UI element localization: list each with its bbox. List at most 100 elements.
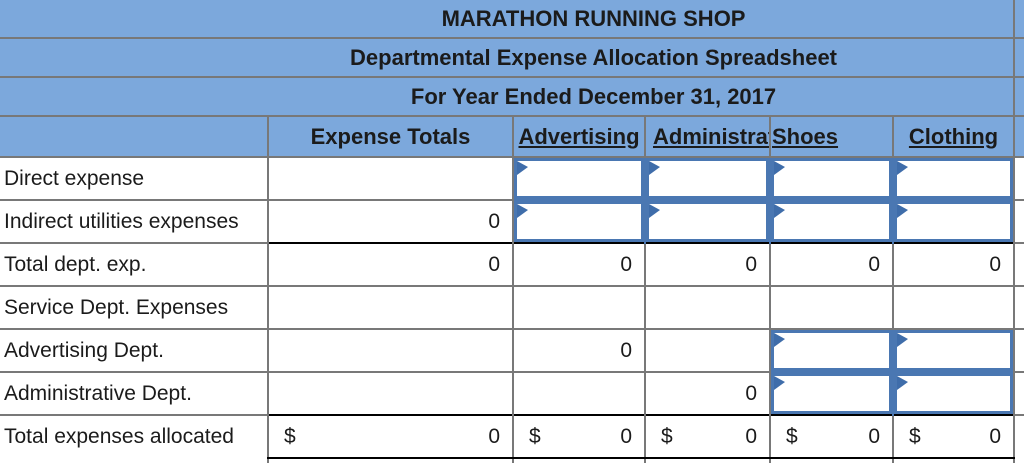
indirect-utilities-clothing-input[interactable] [891,199,1015,243]
indirect-utilities-advertising-input[interactable] [512,199,645,243]
row-direct-expense: Direct expense [0,156,1024,200]
row-label: Total dept. exp. [0,242,268,286]
column-header-expense-totals: Expense Totals [267,115,513,157]
direct-expense-administrative-input[interactable] [644,156,770,200]
direct-expense-clothing-input[interactable] [891,156,1015,200]
direct-expense-advertising-input[interactable] [512,156,645,200]
input-flag-icon [774,376,785,390]
stub-cell [769,458,893,463]
company-title: MARATHON RUNNING SHOP [0,0,1015,38]
stub-cell [512,458,645,463]
direct-expense-totals-cell [267,156,513,200]
indirect-utilities-shoes-input[interactable] [769,199,893,243]
total-allocated-advertising-value: $0 [512,414,645,459]
input-flag-icon [897,204,908,218]
input-flag-icon [517,204,528,218]
input-flag-icon [774,161,785,175]
advertising-dept-administrative-cell [644,328,770,372]
gridline-stub-row [0,458,1024,463]
column-header-shoes: Shoes [769,115,893,157]
title-row-report: Departmental Expense Allocation Spreadsh… [0,37,1024,77]
stub-cell [891,458,1015,463]
overflow-column-header [1013,115,1024,157]
title-overflow-cell [1013,37,1024,77]
administrative-dept-advertising-cell [512,371,645,415]
direct-expense-shoes-input[interactable] [769,156,893,200]
title-overflow-cell [1013,76,1024,116]
indirect-utilities-totals-value: 0 [267,199,513,243]
row-total-expenses-allocated: Total expenses allocated $0 $0 $0 $0 $0 [0,414,1024,459]
administrative-dept-clothing-input[interactable] [891,371,1015,415]
stub-cell [267,458,513,463]
overflow-cell [1013,285,1024,329]
total-dept-exp-administrative-value: 0 [644,242,770,286]
overflow-cell [1013,414,1024,458]
overflow-cell [1013,199,1024,243]
input-flag-icon [897,333,908,347]
row-label: Administrative Dept. [0,371,268,415]
currency-symbol: $ [909,424,921,448]
total-allocated-totals-value: $0 [267,414,513,459]
stub-cell [0,458,268,463]
input-flag-icon [517,161,528,175]
stub-cell [1013,458,1024,463]
row-label: Direct expense [0,156,268,200]
input-flag-icon [897,376,908,390]
stub-cell [644,458,770,463]
amount: 0 [868,424,880,448]
total-dept-exp-clothing-value: 0 [891,242,1015,286]
overflow-cell [1013,328,1024,372]
total-dept-exp-totals-value: 0 [267,242,513,286]
row-label-column-header [0,115,268,157]
service-dept-shoes-cell [769,285,893,329]
overflow-cell [1013,371,1024,415]
row-label: Total expenses allocated [0,414,268,458]
currency-symbol: $ [786,424,798,448]
service-dept-advertising-cell [512,285,645,329]
total-allocated-administrative-value: $0 [644,414,770,459]
row-advertising-dept: Advertising Dept. 0 [0,328,1024,372]
service-dept-clothing-cell [891,285,1015,329]
advertising-dept-advertising-value: 0 [512,328,645,372]
column-header-clothing: Clothing [891,115,1015,157]
currency-symbol: $ [284,424,296,448]
overflow-cell [1013,242,1024,286]
input-flag-icon [774,204,785,218]
administrative-dept-shoes-input[interactable] [769,371,893,415]
input-flag-icon [774,333,785,347]
row-total-dept-exp: Total dept. exp. 0 0 0 0 0 [0,242,1024,286]
administrative-dept-totals-cell [267,371,513,415]
advertising-dept-shoes-input[interactable] [769,328,893,372]
advertising-dept-totals-cell [267,328,513,372]
input-flag-icon [897,161,908,175]
column-header-advertising: Advertising [512,115,645,157]
total-dept-exp-advertising-value: 0 [512,242,645,286]
total-dept-exp-shoes-value: 0 [769,242,893,286]
row-label: Indirect utilities expenses [0,199,268,243]
report-title: Departmental Expense Allocation Spreadsh… [0,37,1015,77]
service-dept-totals-cell [267,285,513,329]
administrative-dept-administrative-value: 0 [644,371,770,415]
input-flag-icon [649,161,660,175]
amount: 0 [620,424,632,448]
service-dept-administrative-cell [644,285,770,329]
row-label: Advertising Dept. [0,328,268,372]
total-allocated-shoes-value: $0 [769,414,893,459]
input-flag-icon [649,204,660,218]
overflow-cell [1013,156,1024,200]
currency-symbol: $ [661,424,673,448]
row-label: Service Dept. Expenses [0,285,268,329]
amount: 0 [989,424,1002,448]
title-row-company: MARATHON RUNNING SHOP [0,0,1024,38]
advertising-dept-clothing-input[interactable] [891,328,1015,372]
amount: 0 [745,424,757,448]
row-indirect-utilities: Indirect utilities expenses 0 [0,199,1024,243]
indirect-utilities-administrative-input[interactable] [644,199,770,243]
title-row-period: For Year Ended December 31, 2017 [0,76,1024,116]
currency-symbol: $ [529,424,541,448]
period-title: For Year Ended December 31, 2017 [0,76,1015,116]
column-header-row: Expense Totals Advertising Administrativ… [0,115,1024,157]
row-service-dept-expenses: Service Dept. Expenses [0,285,1024,329]
row-administrative-dept: Administrative Dept. 0 [0,371,1024,415]
